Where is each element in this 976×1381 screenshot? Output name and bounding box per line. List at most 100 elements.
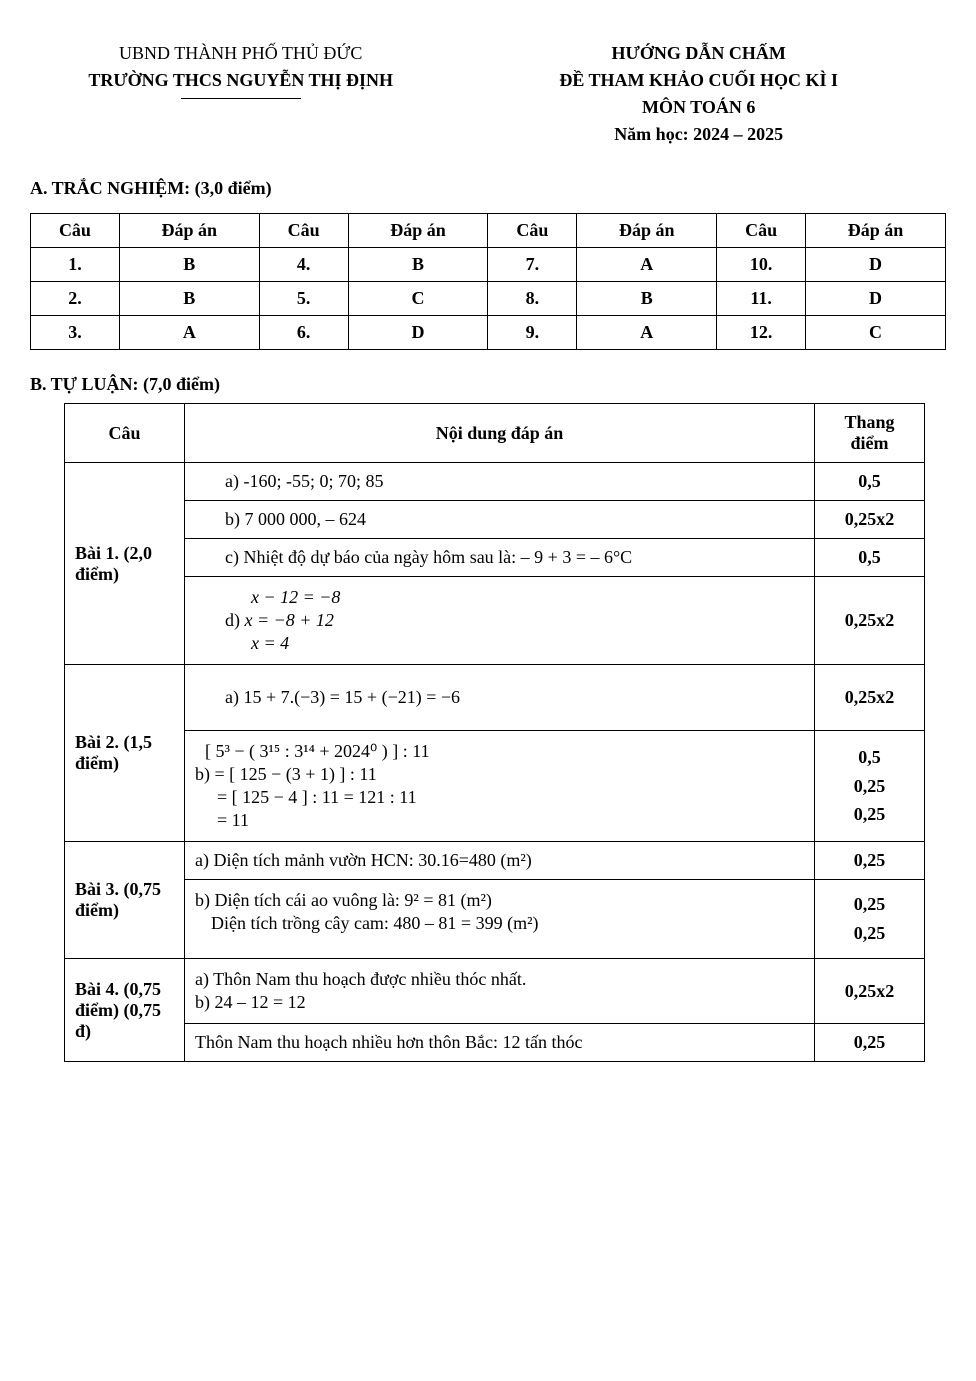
bai4-b-score: 0,25 — [815, 1024, 925, 1062]
mc-row: 3. A 6. D 9. A 12. C — [31, 316, 946, 350]
bai1-b: b) 7 000 000, – 624 — [195, 509, 366, 529]
mc-a: A — [577, 316, 717, 350]
mc-a: B — [577, 282, 717, 316]
essay-h-content: Nội dung đáp án — [185, 404, 815, 463]
bai2-b-l2: = [ 125 − (3 + 1) ] : 11 — [215, 764, 377, 784]
mc-a: D — [348, 316, 488, 350]
multiple-choice-table: Câu Đáp án Câu Đáp án Câu Đáp án Câu Đáp… — [30, 213, 946, 350]
mc-h8: Đáp án — [806, 214, 946, 248]
bai1-c-score: 0,5 — [815, 539, 925, 577]
bai3-a: a) Diện tích mảnh vườn HCN: 30.16=480 (m… — [185, 842, 815, 880]
bai2-b-l4: = 11 — [195, 810, 804, 831]
table-row: b) Diện tích cái ao vuông là: 9² = 81 (m… — [65, 880, 925, 959]
bai1-d-l2: x = −8 + 12 — [245, 610, 334, 630]
mc-a: D — [806, 282, 946, 316]
header-right: HƯỚNG DẪN CHẤM ĐỀ THAM KHẢO CUỐI HỌC KÌ … — [451, 40, 946, 148]
bai3-b-score2: 0,25 — [825, 919, 914, 948]
bai4-a-l1: a) Thôn Nam thu hoạch được nhiều thóc nh… — [195, 969, 804, 990]
mc-h7: Câu — [717, 214, 806, 248]
bai1-d-prefix: d) — [225, 610, 245, 630]
essay-table: Câu Nội dung đáp án Thang điểm Bài 1. (2… — [64, 403, 925, 1062]
table-row: c) Nhiệt độ dự báo của ngày hôm sau là: … — [65, 539, 925, 577]
bai3-b-l2: Diện tích trồng cây cam: 480 – 81 = 399 … — [195, 913, 804, 934]
bai3-a-score: 0,25 — [815, 842, 925, 880]
document-header: UBND THÀNH PHỐ THỦ ĐỨC TRƯỜNG THCS NGUYỄ… — [30, 40, 946, 148]
bai2-b-score1: 0,5 — [825, 743, 914, 772]
bai4-b: Thôn Nam thu hoạch nhiều hơn thôn Bắc: 1… — [185, 1024, 815, 1062]
mc-q: 1. — [31, 248, 120, 282]
table-row: [ 5³ − ( 3¹⁵ : 3¹⁴ + 2024⁰ ) ] : 11 b) =… — [65, 731, 925, 842]
essay-h-cau: Câu — [65, 404, 185, 463]
table-row: x − 12 = −8 d) x = −8 + 12 x = 4 0,25x2 — [65, 577, 925, 665]
mc-a: B — [119, 248, 259, 282]
mc-header-row: Câu Đáp án Câu Đáp án Câu Đáp án Câu Đáp… — [31, 214, 946, 248]
bai2-b-l1: [ 5³ − ( 3¹⁵ : 3¹⁴ + 2024⁰ ) ] : 11 — [195, 741, 804, 762]
bai2-b-score2: 0,25 — [825, 772, 914, 801]
bai2-b-prefix: b) — [195, 764, 215, 784]
mc-a: C — [348, 282, 488, 316]
mc-a: B — [119, 282, 259, 316]
mc-q: 11. — [717, 282, 806, 316]
bai4-a-score: 0,25x2 — [815, 959, 925, 1024]
bai2-label: Bài 2. (1,5 điểm) — [65, 665, 185, 842]
mc-q: 9. — [488, 316, 577, 350]
table-row: Bài 1. (2,0 điểm) a) -160; -55; 0; 70; 8… — [65, 463, 925, 501]
mc-q: 5. — [259, 282, 348, 316]
doc-title-1: HƯỚNG DẪN CHẤM — [451, 40, 946, 67]
mc-q: 12. — [717, 316, 806, 350]
bai1-d-l3: x = 4 — [195, 633, 804, 654]
bai3-b-score1: 0,25 — [825, 890, 914, 919]
essay-header-row: Câu Nội dung đáp án Thang điểm — [65, 404, 925, 463]
bai2-a-score: 0,25x2 — [815, 665, 925, 731]
mc-q: 7. — [488, 248, 577, 282]
bai1-d-score: 0,25x2 — [815, 577, 925, 665]
section-a-title: A. TRẮC NGHIỆM: (3,0 điểm) — [30, 178, 946, 199]
bai1-d-l1: x − 12 = −8 — [195, 587, 804, 608]
bai1-a-score: 0,5 — [815, 463, 925, 501]
header-left: UBND THÀNH PHỐ THỦ ĐỨC TRƯỜNG THCS NGUYỄ… — [30, 40, 451, 99]
mc-h2: Đáp án — [119, 214, 259, 248]
mc-q: 3. — [31, 316, 120, 350]
mc-a: B — [348, 248, 488, 282]
mc-h3: Câu — [259, 214, 348, 248]
bai3-label: Bài 3. (0,75 điểm) — [65, 842, 185, 959]
bai1-b-score: 0,25x2 — [815, 501, 925, 539]
mc-a: A — [577, 248, 717, 282]
mc-h6: Đáp án — [577, 214, 717, 248]
essay-h-score: Thang điểm — [815, 404, 925, 463]
table-row: Bài 3. (0,75 điểm) a) Diện tích mảnh vườ… — [65, 842, 925, 880]
mc-a: A — [119, 316, 259, 350]
mc-h5: Câu — [488, 214, 577, 248]
bai1-a: a) -160; -55; 0; 70; 85 — [195, 471, 383, 491]
bai4-label: Bài 4. (0,75 điểm) (0,75 đ) — [65, 959, 185, 1062]
bai1-c: c) Nhiệt độ dự báo của ngày hôm sau là: … — [195, 547, 632, 567]
bai2-b-l3: = [ 125 − 4 ] : 11 = 121 : 11 — [195, 787, 804, 808]
mc-row: 2. B 5. C 8. B 11. D — [31, 282, 946, 316]
mc-a: C — [806, 316, 946, 350]
bai1-label: Bài 1. (2,0 điểm) — [65, 463, 185, 665]
table-row: Bài 2. (1,5 điểm) a) 15 + 7.(−3) = 15 + … — [65, 665, 925, 731]
mc-q: 2. — [31, 282, 120, 316]
school-year: Năm học: 2024 – 2025 — [451, 121, 946, 148]
mc-q: 10. — [717, 248, 806, 282]
doc-title-2: ĐỀ THAM KHẢO CUỐI HỌC KÌ I — [451, 67, 946, 94]
table-row: Bài 4. (0,75 điểm) (0,75 đ) a) Thôn Nam … — [65, 959, 925, 1024]
mc-h4: Đáp án — [348, 214, 488, 248]
mc-h1: Câu — [31, 214, 120, 248]
org-name: UBND THÀNH PHỐ THỦ ĐỨC — [30, 40, 451, 67]
table-row: Thôn Nam thu hoạch nhiều hơn thôn Bắc: 1… — [65, 1024, 925, 1062]
section-b-title: B. TỰ LUẬN: (7,0 điểm) — [30, 374, 946, 395]
mc-q: 4. — [259, 248, 348, 282]
mc-q: 6. — [259, 316, 348, 350]
bai2-a: a) 15 + 7.(−3) = 15 + (−21) = −6 — [195, 687, 460, 707]
bai4-a-l2: b) 24 – 12 = 12 — [195, 992, 804, 1013]
table-row: b) 7 000 000, – 624 0,25x2 — [65, 501, 925, 539]
mc-a: D — [806, 248, 946, 282]
school-name: TRƯỜNG THCS NGUYỄN THỊ ĐỊNH — [30, 67, 451, 94]
mc-row: 1. B 4. B 7. A 10. D — [31, 248, 946, 282]
subject-line: MÔN TOÁN 6 — [451, 94, 946, 121]
bai3-b-l1: b) Diện tích cái ao vuông là: 9² = 81 (m… — [195, 890, 804, 911]
header-underline — [181, 98, 301, 99]
mc-q: 8. — [488, 282, 577, 316]
bai2-b-score3: 0,25 — [825, 800, 914, 829]
